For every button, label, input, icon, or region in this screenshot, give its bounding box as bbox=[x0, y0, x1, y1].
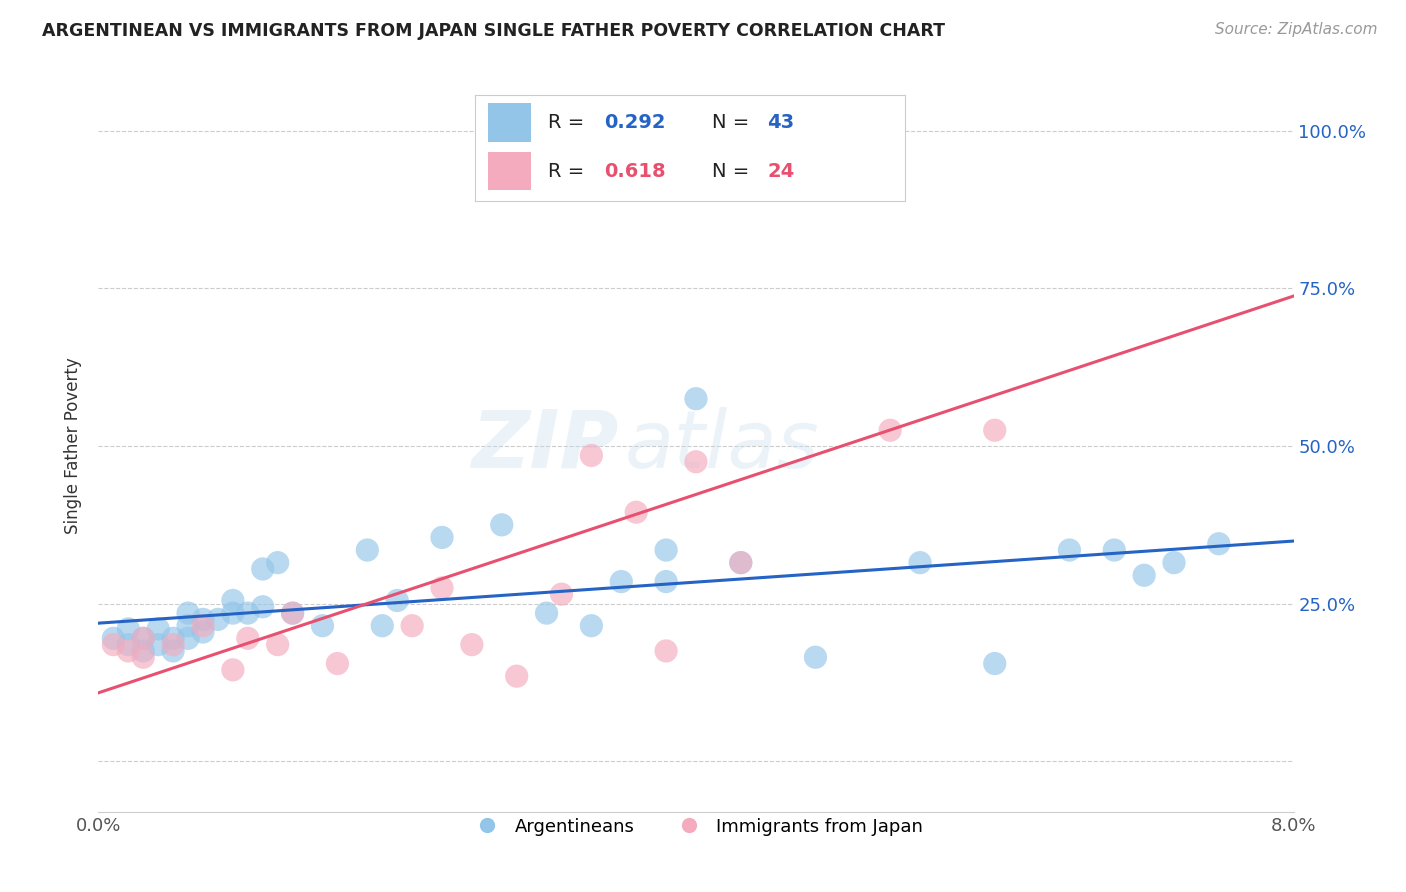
Point bbox=[236, 606, 259, 620]
Point bbox=[506, 669, 529, 683]
Text: atlas: atlas bbox=[624, 407, 820, 485]
Point bbox=[984, 657, 1007, 671]
Point bbox=[222, 593, 245, 607]
Point bbox=[685, 455, 707, 469]
Point bbox=[804, 650, 827, 665]
Point bbox=[984, 423, 1007, 437]
Point bbox=[1208, 537, 1230, 551]
Point bbox=[132, 632, 155, 646]
Point bbox=[191, 625, 214, 640]
Point bbox=[626, 505, 648, 519]
Point bbox=[311, 618, 333, 632]
Point bbox=[252, 562, 274, 576]
Point bbox=[191, 618, 214, 632]
Point bbox=[491, 517, 513, 532]
Point bbox=[191, 612, 214, 626]
Point bbox=[1104, 543, 1126, 558]
Point bbox=[581, 449, 603, 463]
Point bbox=[430, 581, 453, 595]
Point bbox=[685, 392, 707, 406]
Point bbox=[117, 622, 139, 636]
Point bbox=[461, 638, 484, 652]
Point bbox=[385, 593, 409, 607]
Point bbox=[252, 599, 274, 614]
Text: Source: ZipAtlas.com: Source: ZipAtlas.com bbox=[1215, 22, 1378, 37]
Point bbox=[103, 638, 125, 652]
Point bbox=[550, 587, 572, 601]
Point bbox=[222, 663, 245, 677]
Point bbox=[117, 638, 139, 652]
Legend: Argentineans, Immigrants from Japan: Argentineans, Immigrants from Japan bbox=[463, 811, 929, 843]
Point bbox=[207, 612, 229, 626]
Point bbox=[655, 574, 678, 589]
Point bbox=[610, 574, 633, 589]
Point bbox=[908, 556, 931, 570]
Point bbox=[879, 423, 901, 437]
Point bbox=[162, 632, 184, 646]
Point bbox=[162, 644, 184, 658]
Point bbox=[430, 530, 453, 544]
Text: ZIP: ZIP bbox=[471, 407, 619, 485]
Text: ARGENTINEAN VS IMMIGRANTS FROM JAPAN SINGLE FATHER POVERTY CORRELATION CHART: ARGENTINEAN VS IMMIGRANTS FROM JAPAN SIN… bbox=[42, 22, 945, 40]
Point bbox=[356, 543, 378, 558]
Point bbox=[267, 638, 290, 652]
Point bbox=[177, 606, 200, 620]
Point bbox=[162, 638, 184, 652]
Point bbox=[1059, 543, 1081, 558]
Point bbox=[401, 618, 423, 632]
Point bbox=[1163, 556, 1185, 570]
Point bbox=[536, 606, 558, 620]
Point bbox=[132, 650, 155, 665]
Point bbox=[326, 657, 349, 671]
Point bbox=[655, 644, 678, 658]
Point bbox=[148, 622, 170, 636]
Point bbox=[730, 556, 752, 570]
Point bbox=[236, 632, 259, 646]
Point bbox=[281, 606, 304, 620]
Point bbox=[371, 618, 394, 632]
Point bbox=[281, 606, 304, 620]
Point bbox=[1133, 568, 1156, 582]
Point bbox=[177, 632, 200, 646]
Point bbox=[177, 618, 200, 632]
Y-axis label: Single Father Poverty: Single Father Poverty bbox=[65, 358, 83, 534]
Point bbox=[655, 543, 678, 558]
Point bbox=[132, 632, 155, 646]
Point bbox=[267, 556, 290, 570]
Point bbox=[148, 638, 170, 652]
Point bbox=[581, 618, 603, 632]
Point bbox=[132, 644, 155, 658]
Point bbox=[222, 606, 245, 620]
Point bbox=[730, 556, 752, 570]
Point bbox=[103, 632, 125, 646]
Point bbox=[117, 644, 139, 658]
Point bbox=[804, 120, 827, 135]
